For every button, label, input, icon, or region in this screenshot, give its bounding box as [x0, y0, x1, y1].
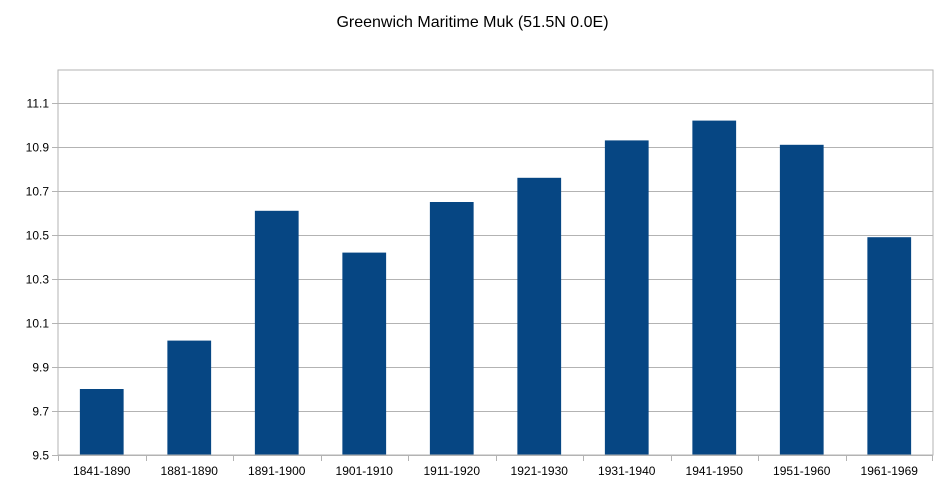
y-tick-label: 10.5: [26, 229, 50, 243]
y-tick-label: 9.7: [32, 405, 49, 419]
plot-frame: [57, 69, 934, 456]
bar-1951-1960: [779, 144, 824, 456]
chart-title: Greenwich Maritime Muk (51.5N 0.0E): [336, 14, 609, 31]
bar-1921-1930: [517, 177, 562, 456]
x-tick-label: 1961-1969: [861, 464, 919, 478]
bar-1891-1900: [254, 210, 299, 455]
bar-1961-1969: [867, 237, 912, 455]
axes: [57, 69, 934, 461]
tick-labels: 9.5 9.7 9.9 10.1 10.3 10.5 10.7 10.9 11.1 1841-18…: [26, 97, 919, 479]
x-tick-label: 1911-1920: [424, 464, 481, 478]
x-tick-label: 1931-1940: [598, 464, 656, 478]
bar-1901-1910: [342, 252, 387, 455]
y-tick-label: 9.5: [32, 449, 49, 463]
y-tick-label: 10.9: [26, 141, 50, 155]
bar-1841-1890: [79, 389, 124, 455]
y-tick-label: 11.1: [27, 97, 50, 111]
bar-series: [79, 120, 912, 456]
y-tick-label: 10.7: [26, 185, 50, 199]
x-tick-label: 1941-1950: [686, 464, 744, 478]
x-tick-label: 1891-1900: [248, 464, 306, 478]
bar-1881-1890: [167, 340, 212, 455]
y-tick-label: 10.1: [26, 317, 50, 331]
bar-1941-1950: [692, 120, 737, 455]
x-tick-label: 1841-1890: [73, 464, 131, 478]
x-tick-label: 1881-1890: [161, 464, 219, 478]
bar-1911-1920: [429, 202, 474, 455]
bar-1931-1940: [604, 140, 649, 455]
y-tick-label: 9.9: [32, 361, 49, 375]
x-tick-label: 1901-1910: [336, 464, 394, 478]
y-tick-label: 10.3: [26, 273, 50, 287]
x-tick-label: 1951-1960: [773, 464, 831, 478]
x-tick-label: 1921-1930: [511, 464, 569, 478]
